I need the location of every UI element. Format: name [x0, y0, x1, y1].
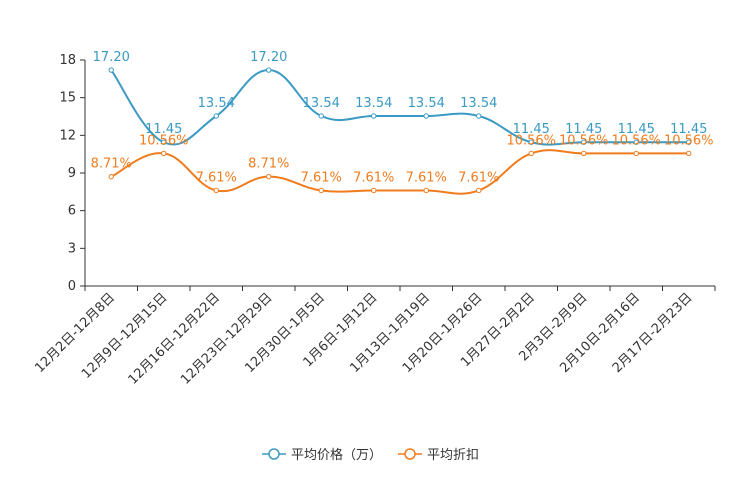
data-point [108, 67, 114, 73]
data-label: 13.54 [408, 96, 445, 111]
data-point [371, 187, 377, 194]
data-label: 13.54 [303, 96, 340, 111]
y-tick-label: 9 [68, 166, 76, 181]
data-label: 17.20 [93, 50, 130, 65]
data-label: 10.56% [506, 133, 556, 148]
data-point [686, 150, 692, 157]
data-label: 7.61% [353, 170, 394, 185]
legend-label: 平均折扣 [427, 448, 479, 463]
data-point [108, 173, 114, 180]
legend-label: 平均价格（万） [291, 447, 382, 463]
data-point [266, 173, 272, 180]
data-point [581, 139, 587, 145]
x-tick-label: 12月16日-12月22日 [126, 290, 223, 387]
y-tick-label: 0 [68, 279, 76, 294]
data-label: 11.45 [513, 122, 550, 137]
data-point [581, 150, 587, 157]
legend-item-2[interactable]: 平均折扣 [398, 448, 479, 463]
data-point [318, 113, 324, 119]
y-tick-label: 18 [59, 53, 76, 68]
data-point [528, 150, 534, 157]
y-tick-label: 3 [68, 241, 76, 256]
y-tick-label: 12 [59, 128, 76, 143]
data-point [528, 139, 534, 145]
data-label: 11.45 [618, 122, 655, 137]
data-point [371, 113, 377, 119]
x-tick-label: 12月23日-12月29日 [178, 290, 275, 387]
data-label: 8.71% [91, 157, 132, 172]
legend-circle-icon [404, 448, 416, 460]
data-point [161, 139, 167, 145]
data-label: 10.56% [139, 133, 189, 148]
data-point [633, 139, 639, 145]
y-tick-label: 6 [68, 204, 76, 219]
data-label: 10.56% [664, 133, 714, 148]
data-point [423, 187, 429, 194]
data-label: 13.54 [460, 96, 497, 111]
data-label: 11.45 [565, 122, 602, 137]
data-point [213, 187, 219, 194]
data-point [161, 150, 167, 157]
data-label: 7.61% [406, 170, 447, 185]
data-point [476, 187, 482, 194]
data-label: 8.71% [248, 157, 289, 172]
legend-circle-icon [268, 448, 280, 460]
data-point [686, 139, 692, 145]
data-label: 10.56% [559, 133, 609, 148]
data-label: 17.20 [250, 50, 287, 65]
data-point [266, 67, 272, 73]
y-tick-label: 15 [59, 91, 76, 106]
data-label: 13.54 [355, 96, 392, 111]
legend-item-1[interactable]: 平均价格（万） [262, 447, 382, 463]
data-point [633, 150, 639, 157]
data-point [476, 113, 482, 119]
data-label: 7.61% [458, 170, 499, 185]
data-label: 7.61% [301, 170, 342, 185]
data-point [213, 113, 219, 119]
data-label: 11.45 [670, 122, 707, 137]
data-label: 13.54 [198, 96, 235, 111]
data-labels: 17.20 11.45 13.54 17.20 13.54 13.54 13.54 13.54… [91, 50, 714, 185]
data-label: 10.56% [611, 133, 661, 148]
chart-legend[interactable]: 平均价格（万） 平均折扣 [262, 447, 479, 463]
data-label: 11.45 [145, 122, 182, 137]
chart-series [108, 67, 692, 195]
data-point [318, 187, 324, 194]
data-label: 7.61% [196, 170, 237, 185]
data-point [423, 113, 429, 119]
